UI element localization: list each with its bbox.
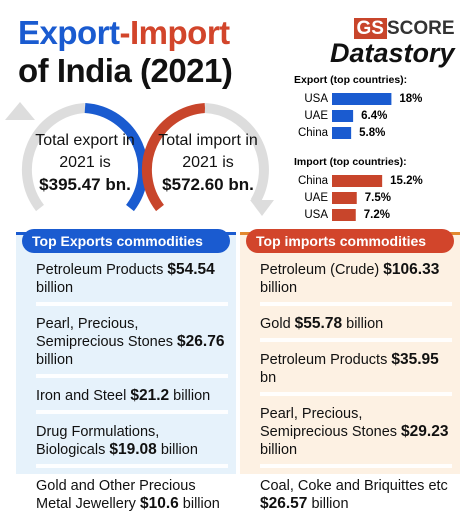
value-label: 7.5% xyxy=(365,192,391,204)
commodity-amount: $55.78 xyxy=(294,315,343,332)
total-text: Total import in 2021 is xyxy=(158,132,258,171)
logo: GS SCORE Datastory xyxy=(330,18,455,69)
commodity-item: Gold and Other Precious Metal Jewellery … xyxy=(36,477,228,522)
commodity-unit: billion xyxy=(36,352,74,368)
section-header: Top Exports commodities xyxy=(22,229,230,253)
section-header: Top imports commodities xyxy=(246,229,454,253)
commodity-item: Iron and Steel $21.2 billion xyxy=(36,387,228,414)
title-part: -Import xyxy=(119,14,231,51)
logo-sub: Datastory xyxy=(330,38,455,68)
arrow xyxy=(5,102,35,120)
commodity-name: Iron and Steel xyxy=(36,388,127,404)
commodity-unit: billion xyxy=(36,280,74,296)
commodity-unit: billion xyxy=(173,388,211,404)
chart-title: Import (top countries): xyxy=(294,156,407,168)
value-label: 6.4% xyxy=(361,110,387,122)
commodity-item: Petroleum Products $54.54 billion xyxy=(36,261,228,306)
bar xyxy=(332,127,352,139)
value-label: 18% xyxy=(399,93,422,105)
commodity-item: Coal, Coke and Briquittes etc $26.57 bil… xyxy=(260,477,452,522)
commodity-unit: billion xyxy=(182,496,220,512)
commodity-unit: billion xyxy=(260,442,298,458)
bar xyxy=(332,175,383,187)
commodity-name: Gold xyxy=(260,316,291,332)
value-label: 5.8% xyxy=(359,127,385,139)
bar xyxy=(332,110,354,122)
arc xyxy=(141,103,206,212)
commodity-name: Petroleum (Crude) xyxy=(260,262,380,278)
category-label: China xyxy=(298,175,329,187)
total-amount: $572.60 bn. xyxy=(162,175,254,194)
value-label: 7.2% xyxy=(364,209,390,221)
commodity-unit: billion xyxy=(311,496,349,512)
total-text: Total export in 2021 is xyxy=(35,132,135,171)
commodity-name: Drug Formulations, Biologicals xyxy=(36,424,160,458)
logo-brand: SCORE xyxy=(386,18,455,39)
category-label: China xyxy=(298,127,329,139)
category-label: USA xyxy=(304,93,328,105)
category-label: UAE xyxy=(304,192,328,204)
arrow xyxy=(250,200,274,216)
bar xyxy=(332,209,356,221)
category-label: UAE xyxy=(304,110,328,122)
import-commodities: Top imports commodities Petroleum (Crude… xyxy=(240,229,460,522)
commodity-name: Pearl, Precious, Semiprecious Stones xyxy=(260,406,398,440)
commodity-list: Petroleum Products $54.54 billion Pearl, … xyxy=(36,261,228,522)
commodity-amount: $54.54 xyxy=(167,261,215,278)
title-part: of India (2021) xyxy=(18,52,233,89)
page: {"title":["Export","-Import","of India (… xyxy=(5,14,460,522)
bar xyxy=(332,192,357,204)
total-import: Total import in 2021 is $572.60 bn. xyxy=(148,130,268,197)
commodity-amount: $35.95 xyxy=(391,351,439,368)
total-export: Total export in 2021 is $395.47 bn. xyxy=(25,130,145,197)
commodity-item: Gold $55.78 billion xyxy=(260,315,452,342)
commodity-amount: $21.2 xyxy=(130,387,170,404)
title: Export-Import of India (2021) xyxy=(18,14,233,90)
commodity-item: Pearl, Precious, Semiprecious Stones $29… xyxy=(260,405,452,468)
commodity-list: Petroleum (Crude) $106.33 billion Gold $5… xyxy=(260,261,452,522)
commodity-amount: $10.6 xyxy=(139,495,179,512)
commodity-item: Drug Formulations, Biologicals $19.08 bi… xyxy=(36,423,228,468)
total-amount: $395.47 bn. xyxy=(39,175,131,194)
commodity-amount: $26.76 xyxy=(177,333,225,350)
logo-brand: GS xyxy=(353,18,387,39)
commodity-item: Petroleum Products $35.95 bn xyxy=(260,351,452,396)
commodity-amount: $106.33 xyxy=(383,261,440,278)
commodity-name: Pearl, Precious, Semiprecious Stones xyxy=(36,316,174,350)
commodity-name: Petroleum Products xyxy=(260,352,388,368)
commodity-item: Pearl, Precious, Semiprecious Stones $26… xyxy=(36,315,228,378)
commodity-amount: $19.08 xyxy=(109,441,157,458)
commodity-amount: $29.23 xyxy=(401,423,449,440)
commodity-name: Coal, Coke and Briquittes etc xyxy=(260,478,448,494)
value-label: 15.2% xyxy=(390,175,423,187)
bar xyxy=(332,93,392,105)
country-charts: Export (top countries): USA 18% UAE 6.4% Chin… xyxy=(294,74,423,221)
commodity-unit: billion xyxy=(260,280,298,296)
commodity-unit: billion xyxy=(160,442,198,458)
commodity-amount: $26.57 xyxy=(260,495,308,512)
arc xyxy=(21,103,86,212)
arc xyxy=(84,103,149,212)
arcs xyxy=(5,102,274,216)
title-part: Export xyxy=(18,14,120,51)
commodity-name: Petroleum Products xyxy=(36,262,164,278)
category-label: USA xyxy=(304,209,328,221)
commodity-item: Petroleum (Crude) $106.33 billion xyxy=(260,261,452,306)
chart-title: Export (top countries): xyxy=(294,74,407,86)
commodity-unit: bn xyxy=(260,370,277,386)
commodity-unit: billion xyxy=(346,316,384,332)
arc xyxy=(204,103,269,205)
export-commodities: Top Exports commodities Petroleum Produc… xyxy=(16,229,236,522)
